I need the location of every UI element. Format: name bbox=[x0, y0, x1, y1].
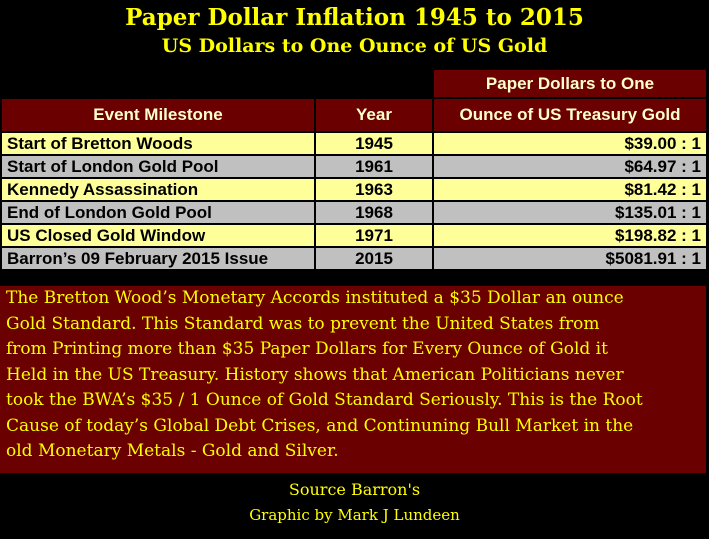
note-line: Held in the US Treasury. History shows t… bbox=[6, 364, 624, 385]
table-row: US Closed Gold Window 1971 $198.82 : 1 bbox=[0, 223, 708, 248]
chart-subtitle: US Dollars to One Ounce of US Gold bbox=[161, 35, 548, 57]
ratio-cell: $198.82 : 1 bbox=[432, 223, 708, 248]
credit-label: Graphic by Mark J Lundeen bbox=[249, 506, 460, 524]
header-ratio-line2: Ounce of US Treasury Gold bbox=[432, 97, 708, 133]
event-cell: US Closed Gold Window bbox=[0, 223, 316, 248]
table-row: Kennedy Assassination 1963 $81.42 : 1 bbox=[0, 177, 708, 202]
note-line: old Monetary Metals - Gold and Silver. bbox=[6, 441, 339, 461]
year-cell: 2015 bbox=[314, 246, 434, 271]
event-cell: End of London Gold Pool bbox=[0, 200, 316, 225]
note-line: from Printing more than $35 Paper Dollar… bbox=[6, 339, 608, 359]
note-line: The Bretton Wood’s Monetary Accords inst… bbox=[6, 288, 624, 308]
chart-title: Paper Dollar Inflation 1945 to 2015 bbox=[125, 4, 584, 31]
ratio-cell: $39.00 : 1 bbox=[432, 131, 708, 156]
header-spacer bbox=[314, 68, 434, 99]
year-cell: 1961 bbox=[314, 154, 434, 179]
note-line: took the BWA’s $35 / 1 Ounce of Gold Sta… bbox=[6, 390, 643, 410]
year-cell: 1945 bbox=[314, 131, 434, 156]
header-event: Event Milestone bbox=[0, 97, 316, 133]
inflation-table: Paper Dollars to One Event Milestone Yea… bbox=[0, 68, 708, 271]
header-ratio-line1: Paper Dollars to One bbox=[432, 68, 708, 99]
ratio-cell: $135.01 : 1 bbox=[432, 200, 708, 225]
table-row: Start of London Gold Pool 1961 $64.97 : 1 bbox=[0, 154, 708, 179]
event-cell: Kennedy Assassination bbox=[0, 177, 316, 202]
year-cell: 1971 bbox=[314, 223, 434, 248]
commentary-box: The Bretton Wood’s Monetary Accords inst… bbox=[0, 286, 706, 473]
header-spacer bbox=[0, 68, 316, 99]
ratio-cell: $64.97 : 1 bbox=[432, 154, 708, 179]
table-row: Barron’s 09 February 2015 Issue 2015 $5081… bbox=[0, 246, 708, 271]
event-cell: Start of Bretton Woods bbox=[0, 131, 316, 156]
header-year: Year bbox=[314, 97, 434, 133]
source-label: Source Barron's bbox=[288, 480, 421, 499]
event-cell: Start of London Gold Pool bbox=[0, 154, 316, 179]
table-row: End of London Gold Pool 1968 $135.01 : 1 bbox=[0, 200, 708, 225]
note-line: Cause of today’s Global Debt Crises, and… bbox=[6, 415, 634, 436]
table-row: Start of Bretton Woods 1945 $39.00 : 1 bbox=[0, 131, 708, 156]
note-line: Gold Standard. This Standard was to prev… bbox=[6, 313, 600, 334]
year-cell: 1968 bbox=[314, 200, 434, 225]
ratio-cell: $5081.91 : 1 bbox=[432, 246, 708, 271]
year-cell: 1963 bbox=[314, 177, 434, 202]
event-cell: Barron’s 09 February 2015 Issue bbox=[0, 246, 316, 271]
ratio-cell: $81.42 : 1 bbox=[432, 177, 708, 202]
